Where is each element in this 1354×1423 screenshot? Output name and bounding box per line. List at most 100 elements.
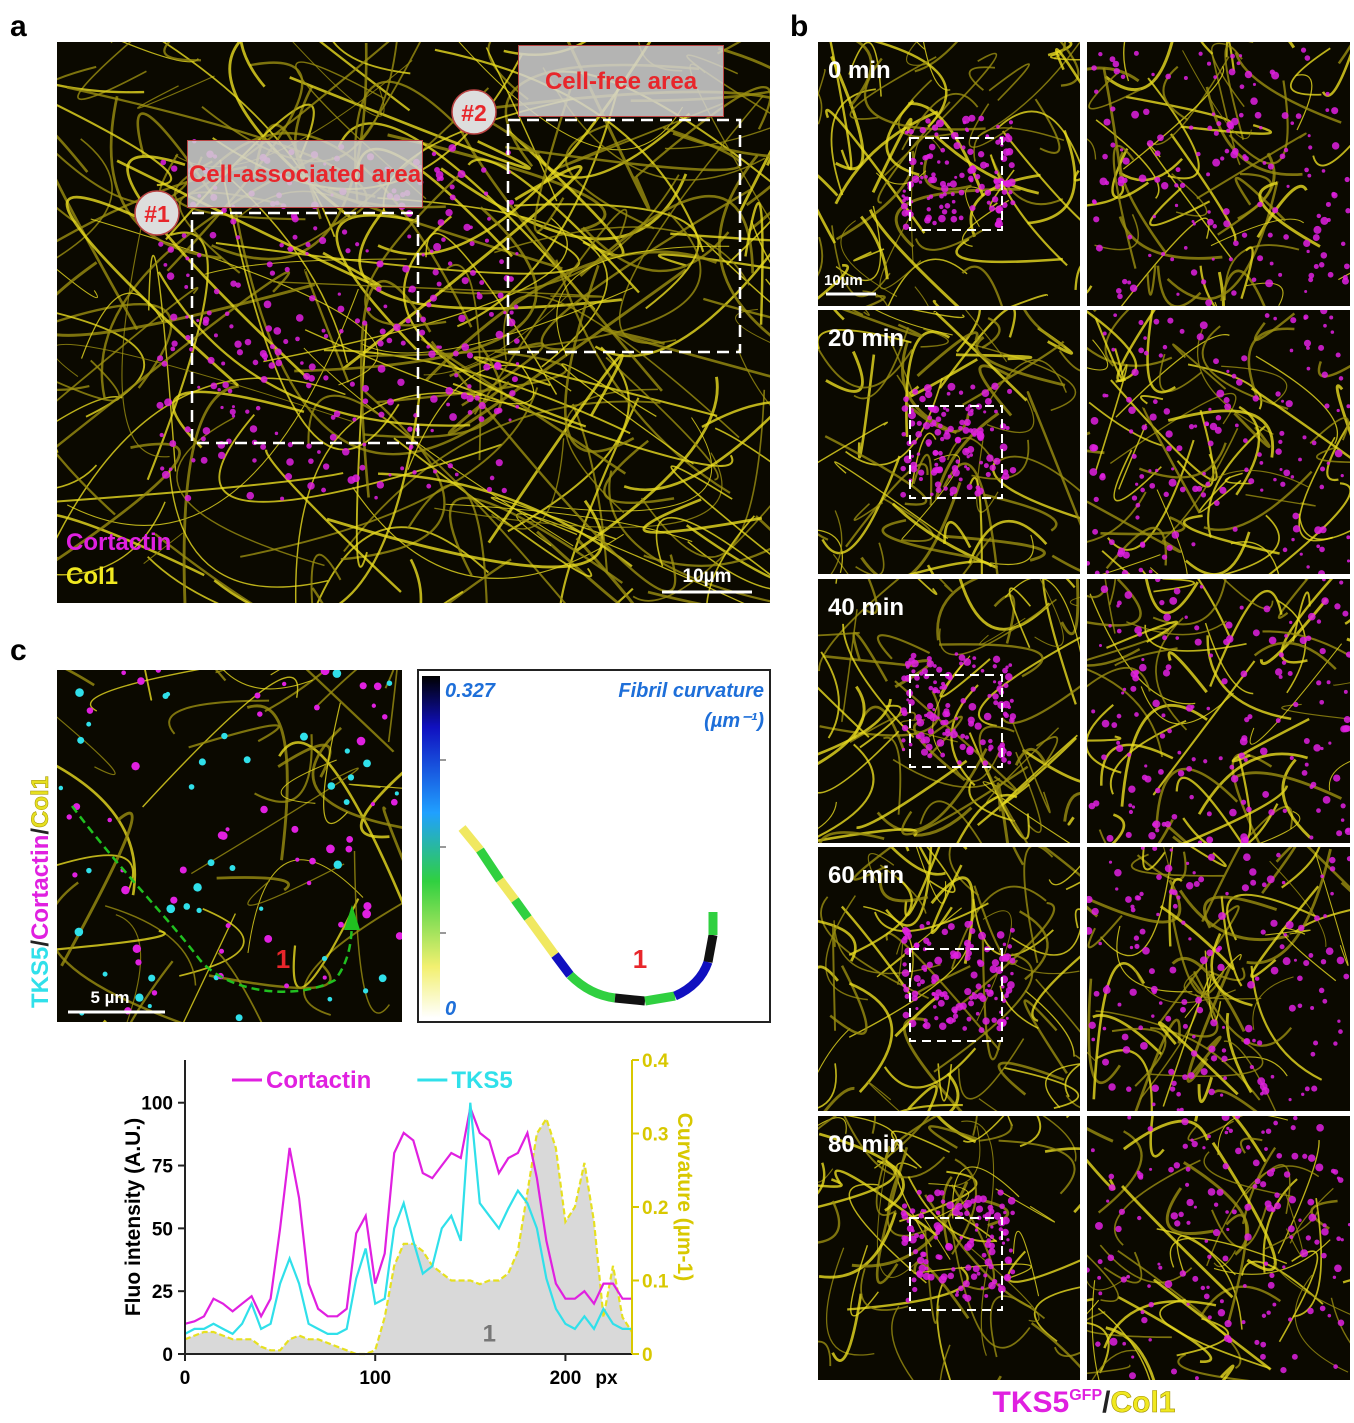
fiber [1178,889,1289,942]
fiber [981,936,1002,1061]
fiber [57,854,134,893]
puncta [962,426,970,434]
puncta [1309,784,1314,790]
fiber [702,297,770,319]
fiber [1330,1297,1350,1344]
puncta [121,885,130,895]
puncta [1337,1019,1341,1023]
puncta [1108,1184,1116,1192]
puncta [1180,1006,1186,1013]
puncta [181,233,187,239]
puncta [996,207,1003,214]
fiber [874,902,989,932]
puncta [1186,1220,1191,1225]
puncta [926,196,931,201]
puncta [1185,1182,1190,1187]
fiber [623,415,770,492]
puncta [960,733,966,739]
puncta [910,454,915,458]
puncta [245,409,250,414]
puncta [1179,486,1186,493]
fiber [1233,771,1343,800]
fiber [1317,361,1350,378]
fiber [90,670,200,712]
puncta [901,432,907,437]
puncta [259,350,267,358]
puncta [1181,999,1188,1006]
puncta [970,971,978,979]
fiber [278,741,402,905]
puncta [1163,408,1171,415]
puncta [1192,222,1196,226]
fiber [323,702,348,824]
puncta [1009,957,1016,964]
puncta [321,328,326,333]
puncta [467,384,472,389]
puncta [1229,808,1237,817]
puncta [1312,234,1320,241]
fiber [1048,865,1080,886]
fiber [876,634,931,660]
fiber [57,377,346,539]
fiber [843,1116,946,1179]
puncta [1329,866,1336,872]
puncta [1252,629,1260,637]
puncta [319,236,327,245]
puncta [1276,852,1281,858]
fiber [57,134,139,331]
puncta [984,397,992,405]
fiber [57,881,183,1022]
panel-letter: a [10,10,27,43]
fiber [425,232,558,395]
roi-box [909,1217,1003,1311]
micrograph [1087,579,1350,843]
puncta [1320,959,1327,965]
fiber [358,208,623,310]
puncta [1236,61,1241,66]
puncta [1176,292,1180,296]
fiber [1228,80,1289,165]
fiber [977,42,1080,138]
puncta [946,182,951,187]
fiber [143,532,184,564]
puncta [377,364,386,373]
puncta [448,144,457,152]
fiber [1158,353,1202,393]
puncta [940,752,946,758]
puncta [206,310,212,316]
puncta [1179,328,1185,334]
puncta [1260,1341,1267,1348]
puncta [1159,733,1166,739]
fiber [393,437,593,578]
puncta [976,432,985,440]
puncta [1168,888,1175,895]
puncta [445,387,454,395]
puncta [918,1264,926,1272]
trace-marker: 1 [276,944,290,974]
puncta [966,467,970,471]
puncta [925,439,933,446]
puncta [1267,1281,1275,1289]
fiber [264,449,402,593]
puncta [923,384,932,393]
annotation: 1 [483,1320,496,1347]
puncta [1152,820,1161,829]
puncta [235,235,241,240]
puncta [1226,128,1231,133]
fiber [1073,169,1080,182]
puncta [1003,1210,1007,1215]
puncta [1168,478,1177,487]
puncta [185,315,189,319]
fiber [942,534,1046,562]
scale-bar-label: 10µm [683,566,732,587]
puncta [983,410,987,414]
puncta [970,165,976,171]
fiber [1156,265,1202,306]
puncta [1108,860,1113,864]
puncta [984,189,992,196]
puncta [1222,1025,1226,1029]
fiber [825,1247,875,1356]
puncta [1148,469,1152,473]
fiber [933,953,1034,1073]
puncta [388,473,392,477]
